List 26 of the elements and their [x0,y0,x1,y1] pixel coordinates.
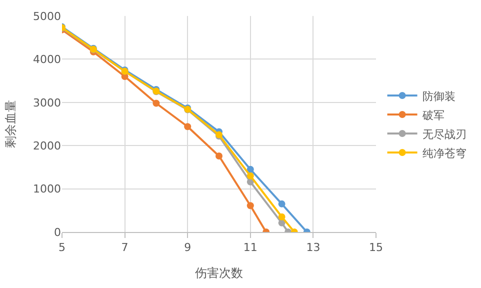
point [152,100,160,107]
x-tick-label: 13 [306,241,320,254]
x-tick-label: 15 [369,241,383,254]
y-tick-label: 0 [54,226,61,239]
y-tick-label: 1000 [33,182,61,196]
point [278,213,286,220]
x-axis-title: 伤害次数 [195,266,243,280]
point [246,172,254,180]
y-axis-title: 剩余血量 [3,100,18,148]
point [246,166,254,173]
legend-label: 无尽战刃 [422,128,466,141]
y-tick-label: 2000 [33,139,61,152]
y-tick-label: 4000 [33,53,61,66]
point [278,200,286,208]
point [216,152,222,160]
y-tick-label: 5000 [33,10,61,23]
legend-label: 纯净苍穹 [422,146,466,160]
x-tick-label: 9 [184,241,192,254]
x-tick-label: 5 [58,241,66,254]
point [184,123,192,130]
y-tick-label: 3000 [33,96,61,110]
x-tick-label: 7 [121,241,128,254]
x-tick-label: 11 [243,241,258,254]
point [246,202,254,210]
legend-label: 破军 [421,108,444,122]
legend-label: 防御装 [422,90,456,103]
